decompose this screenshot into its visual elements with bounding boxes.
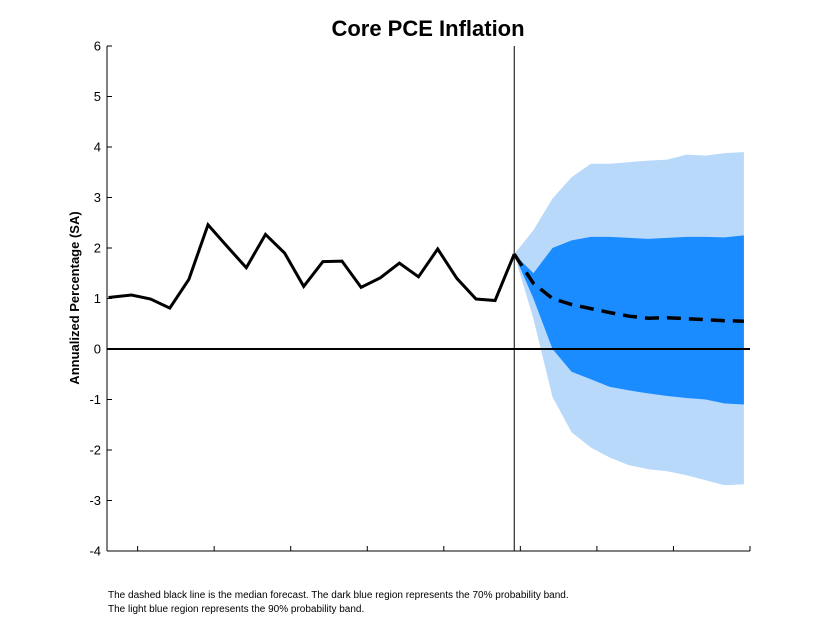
median-forecast-line — [512, 253, 744, 323]
y-tick-label: 2 — [94, 241, 101, 256]
caption-line-2: The light blue region represents the 90%… — [108, 604, 365, 615]
y-tick-label: 3 — [94, 190, 101, 205]
y-tick-label: 5 — [94, 89, 101, 104]
y-tick-label: -3 — [89, 493, 101, 508]
chart-title: Core PCE Inflation — [331, 16, 524, 41]
y-axis-label: Annualized Percentage (SA) — [67, 211, 82, 384]
y-tick-label: -4 — [89, 544, 101, 559]
y-tick-label: -1 — [89, 392, 101, 407]
y-tick-label: 6 — [94, 39, 101, 54]
caption-line-1: The dashed black line is the median fore… — [108, 590, 569, 601]
core-pce-chart: Core PCE Inflation 6543210-1-2-3-4201020… — [67, 16, 751, 559]
y-tick-label: 0 — [94, 342, 101, 357]
band-70-percent — [514, 235, 744, 405]
y-tick-label: 1 — [94, 291, 101, 306]
history-line — [108, 221, 516, 311]
y-tick-label: 4 — [94, 140, 101, 155]
y-tick-label: -2 — [89, 443, 101, 458]
plot-area: 6543210-1-2-3-42010201120122013201420152… — [89, 39, 751, 559]
